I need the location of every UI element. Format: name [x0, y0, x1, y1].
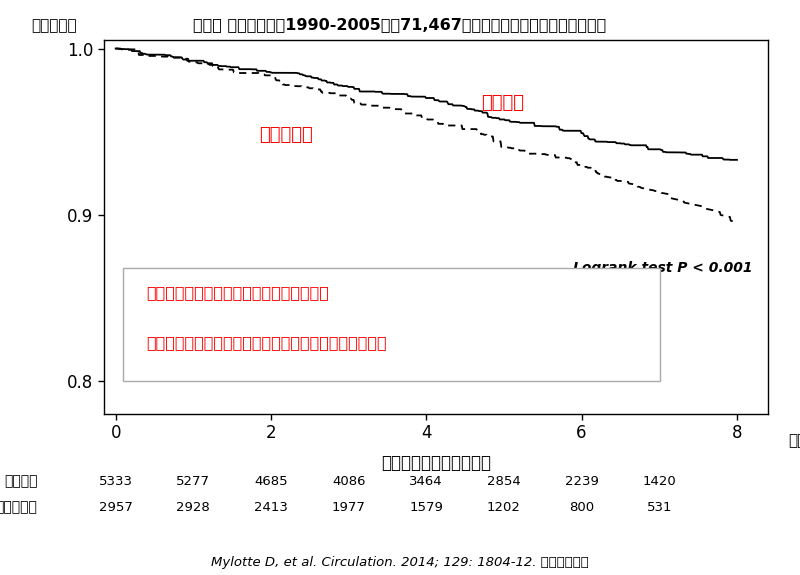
Text: 5277: 5277	[176, 475, 210, 488]
FancyBboxPatch shape	[123, 268, 660, 381]
Text: 専門施設: 専門施設	[481, 94, 524, 112]
Text: 2239: 2239	[565, 475, 598, 488]
Text: （年）: （年）	[788, 432, 800, 448]
Text: 2957: 2957	[98, 501, 133, 514]
Text: 4086: 4086	[332, 475, 366, 488]
Text: カナダ ケベック州（1990-2005年）71,467人の先天性心疾患の人の追跡調査: カナダ ケベック州（1990-2005年）71,467人の先天性心疾患の人の追跡…	[194, 17, 606, 32]
Text: 5333: 5333	[98, 475, 133, 488]
Text: Logrank test P < 0.001: Logrank test P < 0.001	[573, 261, 753, 275]
X-axis label: 経　過　観　察　年　数: 経 過 観 察 年 数	[381, 454, 491, 471]
Text: 専門施設: 専門施設	[4, 474, 38, 488]
Text: Mylotte D, et al. Circulation. 2014; 129: 1804-12. より一部改変: Mylotte D, et al. Circulation. 2014; 129…	[211, 556, 589, 569]
Text: 専門施設で経過観察されていた人のほうが: 専門施設で経過観察されていた人のほうが	[146, 285, 330, 300]
Text: 1420: 1420	[642, 475, 676, 488]
Text: 非専門施設で経過観察されていた人より予後がよかった: 非専門施設で経過観察されていた人より予後がよかった	[146, 335, 387, 350]
Text: 2413: 2413	[254, 501, 288, 514]
Text: （生存率）: （生存率）	[31, 18, 77, 33]
Text: 非専門施設: 非専門施設	[0, 500, 38, 515]
Text: 非専門施設: 非専門施設	[259, 126, 313, 144]
Text: 2854: 2854	[487, 475, 521, 488]
Text: 2928: 2928	[177, 501, 210, 514]
Text: 531: 531	[646, 501, 672, 514]
Text: 1579: 1579	[410, 501, 443, 514]
Text: 1202: 1202	[487, 501, 521, 514]
Text: 1977: 1977	[332, 501, 366, 514]
Text: 4685: 4685	[254, 475, 288, 488]
Text: 800: 800	[569, 501, 594, 514]
Text: 3464: 3464	[410, 475, 443, 488]
